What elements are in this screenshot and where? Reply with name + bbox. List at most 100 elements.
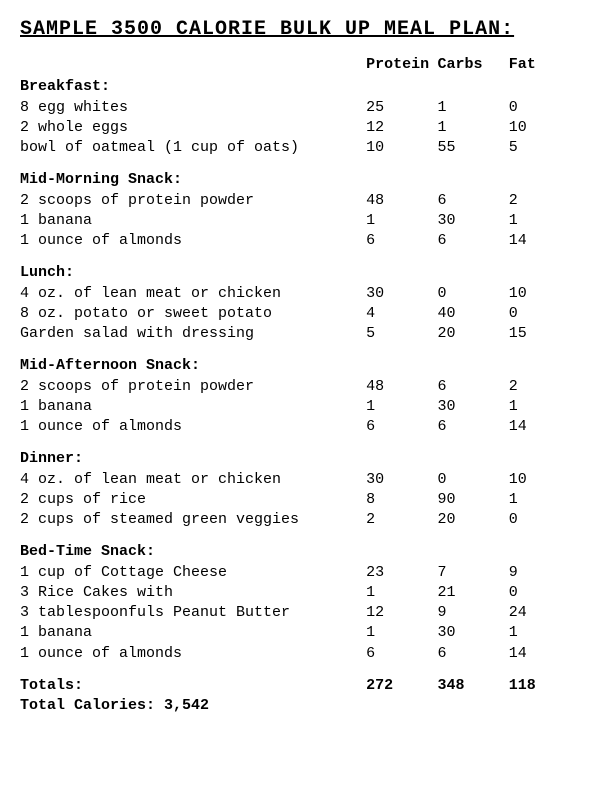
totals-carbs: 348	[437, 664, 508, 696]
food-row: 1 banana1301	[20, 211, 580, 231]
macro-fat: 14	[509, 417, 580, 437]
food-item: 2 cups of rice	[20, 490, 366, 510]
macro-protein: 1	[366, 211, 437, 231]
macro-carbs: 20	[437, 510, 508, 530]
macro-protein: 6	[366, 231, 437, 251]
macro-fat: 1	[509, 211, 580, 231]
column-header: Protein	[366, 55, 437, 77]
food-row: 4 oz. of lean meat or chicken30010	[20, 470, 580, 490]
food-item: 4 oz. of lean meat or chicken	[20, 470, 366, 490]
macro-protein: 2	[366, 510, 437, 530]
food-row: 3 tablespoonfuls Peanut Butter12924	[20, 603, 580, 623]
section-name: Mid-Morning Snack:	[20, 158, 580, 190]
macro-protein: 6	[366, 417, 437, 437]
macro-carbs: 30	[437, 397, 508, 417]
totals-label: Totals:	[20, 664, 366, 696]
macro-carbs: 20	[437, 324, 508, 344]
food-row: 2 whole eggs12110	[20, 118, 580, 138]
macro-protein: 30	[366, 470, 437, 490]
meal-plan-table: ProteinCarbsFatBreakfast:8 egg whites251…	[20, 55, 580, 716]
food-item: 2 scoops of protein powder	[20, 377, 366, 397]
food-item: 3 Rice Cakes with	[20, 583, 366, 603]
macro-fat: 10	[509, 470, 580, 490]
section-header-row: Breakfast:	[20, 77, 580, 97]
macro-protein: 48	[366, 191, 437, 211]
column-header-row: ProteinCarbsFat	[20, 55, 580, 77]
macro-protein: 30	[366, 284, 437, 304]
macro-protein: 1	[366, 397, 437, 417]
food-item: 1 banana	[20, 623, 366, 643]
food-item: 2 cups of steamed green veggies	[20, 510, 366, 530]
food-item: 3 tablespoonfuls Peanut Butter	[20, 603, 366, 623]
section-header-row: Lunch:	[20, 251, 580, 283]
macro-protein: 12	[366, 118, 437, 138]
food-row: 1 ounce of almonds6614	[20, 417, 580, 437]
food-row: 1 cup of Cottage Cheese2379	[20, 563, 580, 583]
macro-fat: 0	[509, 98, 580, 118]
food-row: 1 banana1301	[20, 623, 580, 643]
macro-fat: 10	[509, 118, 580, 138]
food-item: 1 cup of Cottage Cheese	[20, 563, 366, 583]
food-row: 2 cups of rice8901	[20, 490, 580, 510]
macro-protein: 1	[366, 623, 437, 643]
macro-fat: 2	[509, 191, 580, 211]
food-row: 4 oz. of lean meat or chicken30010	[20, 284, 580, 304]
section-header-row: Bed-Time Snack:	[20, 530, 580, 562]
macro-protein: 8	[366, 490, 437, 510]
macro-fat: 5	[509, 138, 580, 158]
macro-protein: 12	[366, 603, 437, 623]
macro-fat: 0	[509, 304, 580, 324]
totals-fat: 118	[509, 664, 580, 696]
food-item: 8 oz. potato or sweet potato	[20, 304, 366, 324]
food-row: 8 oz. potato or sweet potato4400	[20, 304, 580, 324]
section-header-row: Mid-Morning Snack:	[20, 158, 580, 190]
food-item: 2 whole eggs	[20, 118, 366, 138]
food-row: 3 Rice Cakes with1210	[20, 583, 580, 603]
macro-carbs: 40	[437, 304, 508, 324]
macro-fat: 0	[509, 510, 580, 530]
page-title: SAMPLE 3500 CALORIE BULK UP MEAL PLAN:	[20, 18, 580, 41]
macro-carbs: 30	[437, 211, 508, 231]
macro-carbs: 6	[437, 377, 508, 397]
food-item: 8 egg whites	[20, 98, 366, 118]
macro-fat: 14	[509, 231, 580, 251]
macro-fat: 15	[509, 324, 580, 344]
food-row: 1 ounce of almonds6614	[20, 231, 580, 251]
macro-fat: 1	[509, 490, 580, 510]
food-row: 2 scoops of protein powder4862	[20, 191, 580, 211]
macro-carbs: 1	[437, 118, 508, 138]
macro-protein: 48	[366, 377, 437, 397]
macro-carbs: 30	[437, 623, 508, 643]
food-row: Garden salad with dressing52015	[20, 324, 580, 344]
macro-fat: 24	[509, 603, 580, 623]
food-row: 1 banana1301	[20, 397, 580, 417]
macro-carbs: 0	[437, 284, 508, 304]
totals-protein: 272	[366, 664, 437, 696]
macro-fat: 1	[509, 397, 580, 417]
macro-fat: 10	[509, 284, 580, 304]
macro-carbs: 7	[437, 563, 508, 583]
header-blank	[20, 55, 366, 77]
food-item: 4 oz. of lean meat or chicken	[20, 284, 366, 304]
macro-protein: 25	[366, 98, 437, 118]
section-name: Dinner:	[20, 437, 580, 469]
section-header-row: Mid-Afternoon Snack:	[20, 344, 580, 376]
food-item: 1 ounce of almonds	[20, 231, 366, 251]
macro-protein: 4	[366, 304, 437, 324]
total-calories-label: Total Calories: 3,542	[20, 696, 580, 716]
section-name: Bed-Time Snack:	[20, 530, 580, 562]
macro-fat: 0	[509, 583, 580, 603]
food-item: 1 banana	[20, 211, 366, 231]
macro-carbs: 6	[437, 417, 508, 437]
macro-carbs: 6	[437, 231, 508, 251]
food-row: bowl of oatmeal (1 cup of oats)10555	[20, 138, 580, 158]
food-item: bowl of oatmeal (1 cup of oats)	[20, 138, 366, 158]
macro-carbs: 0	[437, 470, 508, 490]
macro-protein: 5	[366, 324, 437, 344]
food-item: 1 banana	[20, 397, 366, 417]
food-row: 8 egg whites2510	[20, 98, 580, 118]
section-header-row: Dinner:	[20, 437, 580, 469]
total-calories-row: Total Calories: 3,542	[20, 696, 580, 716]
food-item: 1 ounce of almonds	[20, 644, 366, 664]
macro-protein: 1	[366, 583, 437, 603]
